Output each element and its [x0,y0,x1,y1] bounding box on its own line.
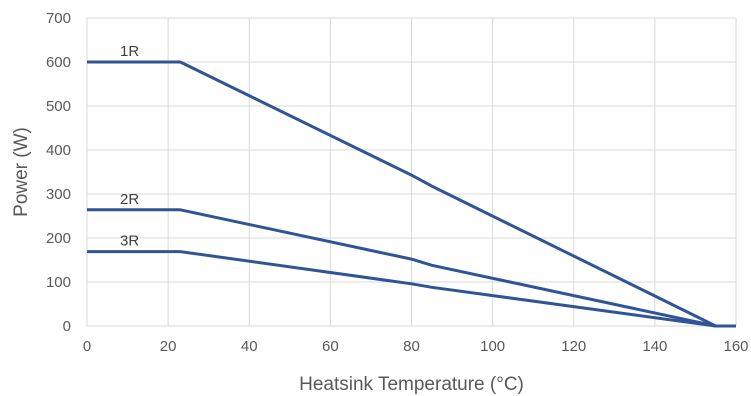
x-axis-title: Heatsink Temperature (°C) [299,374,524,395]
y-tick-label: 0 [63,318,71,335]
y-tick-label: 100 [46,274,71,291]
series-line-3r [87,250,716,328]
x-tick-label: 80 [403,338,420,355]
x-tick-label: 20 [160,338,177,355]
series-label-3r: 3R [120,233,139,250]
series-line-2r [87,208,717,328]
grid [86,17,737,326]
y-tick-label: 300 [46,186,71,203]
y-tick-label: 700 [46,10,71,27]
series-labels: 1R 2R 3R [120,43,139,250]
x-tick-label: 100 [480,338,505,355]
series-label-1r: 1R [120,43,139,60]
series-label-2r: 2R [120,191,139,208]
x-tick-label: 0 [83,338,91,355]
x-tick-labels: 0 20 40 60 80 100 120 140 160 [83,338,749,355]
y-tick-label: 400 [46,142,71,159]
y-axis-title: Power (W) [11,127,32,217]
x-tick-label: 120 [561,338,586,355]
x-tick-label: 160 [723,338,748,355]
y-tick-label: 500 [46,98,71,115]
series-line-1r [87,60,736,328]
y-tick-labels: 0 100 200 300 400 500 600 700 [46,10,71,335]
series-lines [87,60,736,328]
x-tick-label: 40 [241,338,258,355]
y-tick-label: 600 [46,54,71,71]
x-tick-label: 140 [642,338,667,355]
x-tick-label: 60 [322,338,339,355]
y-tick-label: 200 [46,230,71,247]
